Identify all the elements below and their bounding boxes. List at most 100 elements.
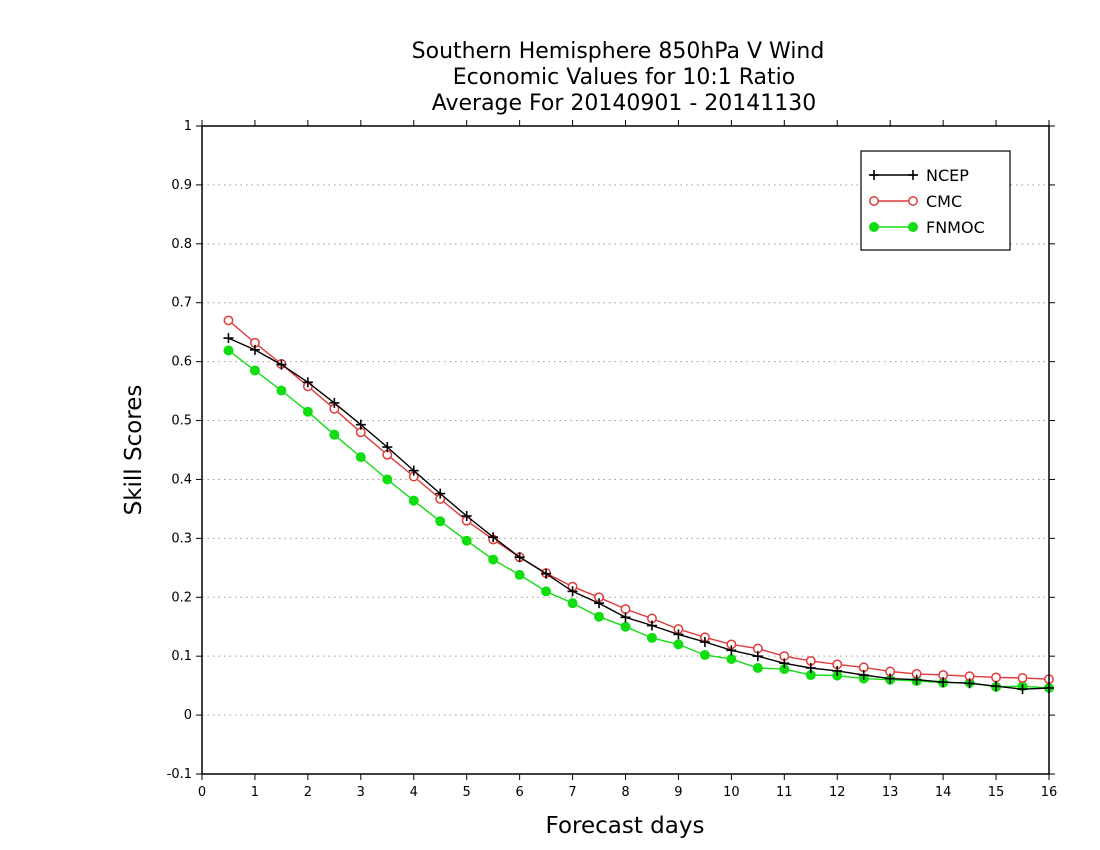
data-point [938,677,949,688]
data-point [869,222,879,232]
data-point [620,621,631,632]
x-tick-label: 9 [674,785,682,800]
data-point [329,429,340,440]
data-point [699,637,710,648]
x-tick-label: 5 [463,785,471,800]
y-tick-label: 0.8 [171,237,192,252]
series-fnmoc [223,345,1054,693]
legend-entry-fnmoc: FNMOC [869,218,985,237]
series-line [228,337,1050,690]
data-point [594,611,605,622]
x-tick-label: 13 [882,785,899,800]
gridlines [202,184,1049,716]
data-point [726,645,737,656]
data-point [408,495,419,506]
data-point [249,365,260,376]
data-point [276,359,287,370]
series-ncep [223,333,1054,695]
data-point [646,632,657,643]
data-point [329,397,340,408]
y-tick-label: 0.1 [171,649,192,664]
data-point [991,681,1002,692]
data-point [908,170,918,180]
data-point [514,569,525,580]
y-tick-label: 0.2 [171,590,192,605]
x-tick-label: 1 [251,785,259,800]
data-point [435,516,446,527]
data-point [461,510,472,521]
title-line-2: Economic Values for 10:1 Ratio [453,65,795,90]
data-point [646,620,657,631]
y-tick-label: 0.4 [171,472,192,487]
legend-label: NCEP [926,166,969,185]
data-point [908,196,918,206]
y-tick-label: 0.5 [171,414,192,429]
y-tick-label: -0.1 [167,767,192,782]
data-point [673,629,684,640]
title-line-3: Average For 20140901 - 20141130 [432,91,817,116]
data-point [594,598,605,609]
data-point [991,672,1002,683]
data-point [911,674,922,685]
data-point [541,586,552,597]
data-point [673,639,684,650]
data-point [832,665,843,676]
data-point [223,345,234,356]
y-axis-ticks: -0.1 0 0.1 0.2 0.3 0.4 0.5 0.6 0.7 0.8 0.9 1 [167,119,1055,782]
legend-label: CMC [926,192,962,211]
data-point [752,651,763,662]
data-point [408,465,419,476]
y-tick-label: 0.9 [171,178,192,193]
data-point [620,604,631,615]
data-point [752,662,763,673]
x-tick-label: 4 [410,785,418,800]
y-tick-label: 0.3 [171,531,192,546]
x-tick-label: 6 [515,785,523,800]
data-point [223,333,234,344]
data-point [885,673,896,684]
x-axis-label: Forecast days [546,813,705,839]
data-point [567,598,578,609]
data-point [488,554,499,565]
data-point [541,568,552,579]
y-axis-label: Skill Scores [121,385,147,516]
data-point [858,670,869,681]
data-point [514,552,525,563]
data-point [1017,673,1028,683]
data-point [276,385,287,396]
legend-label: FNMOC [926,218,985,237]
data-point [567,586,578,597]
y-tick-label: 1 [184,119,192,134]
series-group [223,315,1054,695]
x-axis-ticks: 0 1 2 3 4 5 6 7 8 9 10 11 12 13 14 15 16 [198,120,1057,800]
data-point [869,196,879,206]
x-tick-label: 14 [935,785,952,800]
data-point [355,452,366,463]
x-tick-label: 0 [198,785,206,800]
chart-title: Southern Hemisphere 850hPa V Wind Econom… [412,39,825,116]
data-point [249,344,260,355]
legend-entry-ncep: NCEP [869,166,969,185]
legend-entry-cmc: CMC [869,192,962,211]
data-point [620,612,631,623]
data-point [488,532,499,543]
x-tick-label: 16 [1041,785,1058,800]
x-tick-label: 11 [776,785,793,800]
data-point [699,650,710,661]
data-point [869,170,879,180]
data-point [1017,684,1028,695]
data-point [779,658,790,669]
x-tick-label: 12 [829,785,846,800]
y-tick-label: 0 [184,708,192,723]
data-point [435,488,446,499]
x-tick-label: 15 [988,785,1005,800]
y-tick-label: 0.7 [171,296,192,311]
data-point [805,662,816,673]
data-point [964,678,975,689]
data-point [302,406,313,417]
data-point [302,377,313,388]
series-cmc [223,315,1054,685]
x-tick-label: 2 [304,785,312,800]
y-tick-label: 0.6 [171,355,192,370]
